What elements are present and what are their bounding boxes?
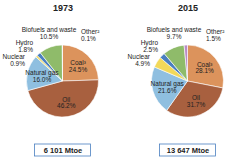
svg-text:Natural gas21.6%: Natural gas21.6% — [151, 80, 185, 94]
svg-text:Other²0.1%: Other²0.1% — [81, 28, 100, 42]
svg-text:Coal³24.5%: Coal³24.5% — [69, 59, 88, 73]
svg-text:Coal³28.1%: Coal³28.1% — [195, 61, 214, 75]
svg-text:13 647 Mtoe: 13 647 Mtoe — [167, 146, 210, 155]
svg-text:Other²1.5%: Other²1.5% — [206, 28, 225, 42]
svg-text:Nuclear0.9%: Nuclear0.9% — [3, 53, 26, 67]
svg-text:Biofuels and waste9.7%: Biofuels and waste9.7% — [147, 26, 202, 40]
svg-text:Biofuels and waste10.5%: Biofuels and waste10.5% — [22, 26, 77, 40]
svg-text:Oil31.7%: Oil31.7% — [187, 94, 206, 108]
svg-text:Hydro1.8%: Hydro1.8% — [16, 39, 34, 53]
svg-text:Nuclear4.9%: Nuclear4.9% — [128, 53, 151, 67]
svg-text:6 101 Mtoe: 6 101 Mtoe — [44, 146, 82, 155]
svg-text:Hydro2.5%: Hydro2.5% — [141, 39, 159, 53]
svg-text:Natural gas16.0%: Natural gas16.0% — [25, 69, 59, 83]
svg-text:2015: 2015 — [178, 3, 198, 13]
svg-text:Oil46.2%: Oil46.2% — [57, 96, 76, 110]
svg-text:1973: 1973 — [53, 3, 73, 13]
